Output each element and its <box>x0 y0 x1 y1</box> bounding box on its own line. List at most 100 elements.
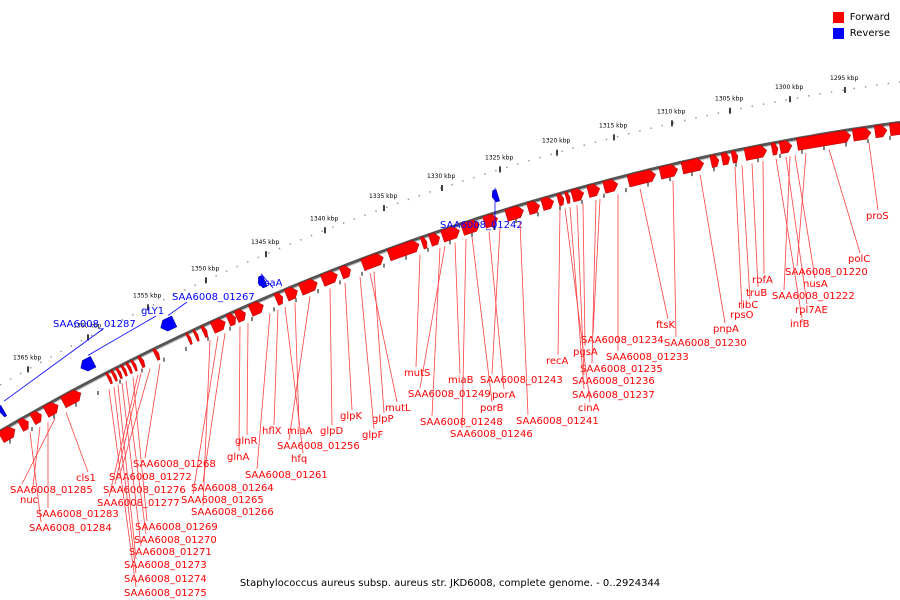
forward-gene-label: SAA6008_01277 <box>97 498 180 509</box>
scale-tick-label: 1320 kbp <box>542 138 570 145</box>
forward-leader-line <box>192 336 219 495</box>
forward-gene-arrow <box>460 219 480 236</box>
reverse-swatch <box>832 27 844 39</box>
legend-item-reverse: Reverse <box>832 25 890 41</box>
scale-tick-label: 1300 kbp <box>775 84 803 91</box>
forward-leader-line <box>31 426 41 495</box>
scale-tick-label: 1315 kbp <box>599 122 627 129</box>
forward-gene-label: SAA6008_01236 <box>572 376 655 387</box>
forward-leader-line <box>125 380 147 535</box>
forward-gene-label: proS <box>866 211 889 222</box>
forward-swatch <box>832 11 844 23</box>
forward-leader-line <box>591 200 597 364</box>
reverse-gene-arrow <box>258 274 268 289</box>
forward-gene-label: SAA6008_01246 <box>450 429 533 440</box>
forward-gene-label: SAA6008_01222 <box>772 291 855 302</box>
forward-gene-arrow <box>233 308 246 323</box>
forward-gene-label: nuc <box>20 495 38 506</box>
forward-gene-label: glpF <box>362 430 383 441</box>
forward-gene-arrow <box>482 213 498 229</box>
forward-gene-arrow <box>440 226 460 243</box>
forward-leader-line <box>65 412 89 473</box>
reverse-gene-arrow <box>160 315 178 332</box>
forward-gene-label: hflX <box>262 426 282 437</box>
forward-leader-line <box>557 210 561 356</box>
reverse-leader-line <box>3 328 104 402</box>
forward-gene-label: miaA <box>287 426 313 437</box>
forward-leader-line <box>120 368 151 472</box>
forward-gene-label: SAA6008_01269 <box>135 522 218 533</box>
forward-gene-label: SAA6008_01249 <box>408 389 491 400</box>
scale-tick-label: 1325 kbp <box>485 154 513 161</box>
forward-gene-arrow <box>105 372 113 385</box>
forward-gene-arrow <box>360 253 384 271</box>
forward-gene-label: SAA6008_01270 <box>134 535 217 546</box>
forward-gene-label: SAA6008_01235 <box>580 364 663 375</box>
forward-gene-arrow <box>564 191 571 204</box>
forward-gene-label: porA <box>492 390 516 401</box>
forward-gene-label: SAA6008_01274 <box>124 574 207 585</box>
forward-gene-arrow <box>125 361 133 375</box>
forward-leader-line <box>796 153 807 267</box>
legend: Forward Reverse <box>832 9 890 41</box>
forward-gene-label: SAA6008_01230 <box>664 338 747 349</box>
forward-leader-line <box>569 207 585 390</box>
forward-leader-line <box>108 389 137 588</box>
forward-gene-arrow <box>888 122 900 136</box>
scale-tick-label: 1310 kbp <box>657 108 685 115</box>
reverse-gene-label: gLY1 <box>141 306 164 317</box>
forward-gene-label: rbfA <box>752 275 773 286</box>
scale-tick-label: 1360 kbp <box>73 322 101 329</box>
forward-leader-line <box>246 322 249 436</box>
forward-gene-label: SAA6008_01243 <box>480 375 563 386</box>
forward-gene-label: SAA6008_01234 <box>581 335 664 346</box>
forward-gene-label: pnpA <box>713 324 739 335</box>
forward-leader-line <box>117 384 137 560</box>
reverse-gene-arrow <box>491 189 500 203</box>
forward-gene-arrow <box>602 179 619 194</box>
forward-leader-line <box>113 386 137 574</box>
forward-leader-line <box>415 254 421 368</box>
forward-gene-label: SAA6008_01266 <box>191 507 274 518</box>
forward-leader-line <box>794 155 816 279</box>
forward-leader-line <box>29 432 42 523</box>
forward-gene-arrow <box>185 332 193 345</box>
forward-gene-arrow <box>504 205 524 222</box>
forward-gene-arrow <box>709 154 720 168</box>
forward-leader-line <box>144 363 161 459</box>
scale-tick-label: 1330 kbp <box>427 173 455 180</box>
reverse-gene-label: bsaA <box>258 278 283 289</box>
forward-gene-arrow <box>796 130 851 151</box>
scale-tick-label: 1345 kbp <box>251 239 279 246</box>
forward-gene-label: hfq <box>291 454 307 465</box>
forward-leader-line <box>132 377 148 522</box>
forward-leader-line <box>564 208 591 403</box>
forward-leader-line <box>202 333 226 483</box>
forward-gene-arrow <box>586 183 601 198</box>
scale-tick-label: 1295 kbp <box>830 75 858 82</box>
forward-gene-label: glpD <box>320 426 343 437</box>
forward-leader-line <box>431 247 441 417</box>
forward-gene-label: SAA6008_01248 <box>420 417 503 428</box>
forward-leader-line <box>121 382 142 547</box>
reverse-leader-line <box>87 315 157 356</box>
forward-gene-label: SAA6008_01273 <box>124 560 207 571</box>
forward-gene-arrow <box>338 265 351 280</box>
forward-gene-label: SAA6008_01233 <box>606 352 689 363</box>
forward-gene-arrow <box>743 145 768 161</box>
forward-leader-line <box>273 309 279 426</box>
forward-leader-line <box>785 156 808 305</box>
forward-gene-label: ribC <box>738 300 758 311</box>
forward-gene-arrow <box>42 402 59 418</box>
forward-gene-arrow <box>873 124 888 139</box>
forward-gene-label: SAA6008_01265 <box>181 495 264 506</box>
reverse-gene-label: SAA6008_01267 <box>172 292 255 303</box>
reverse-leader-line <box>260 273 274 289</box>
legend-label-forward: Forward <box>849 11 890 23</box>
scale-tick-label: 1335 kbp <box>369 193 397 200</box>
forward-leader-line <box>741 165 751 300</box>
forward-leader-line <box>751 163 759 288</box>
forward-gene-label: glnA <box>227 452 249 463</box>
forward-gene-arrow <box>419 236 428 250</box>
forward-gene-label: SAA6008_01261 <box>245 470 328 481</box>
